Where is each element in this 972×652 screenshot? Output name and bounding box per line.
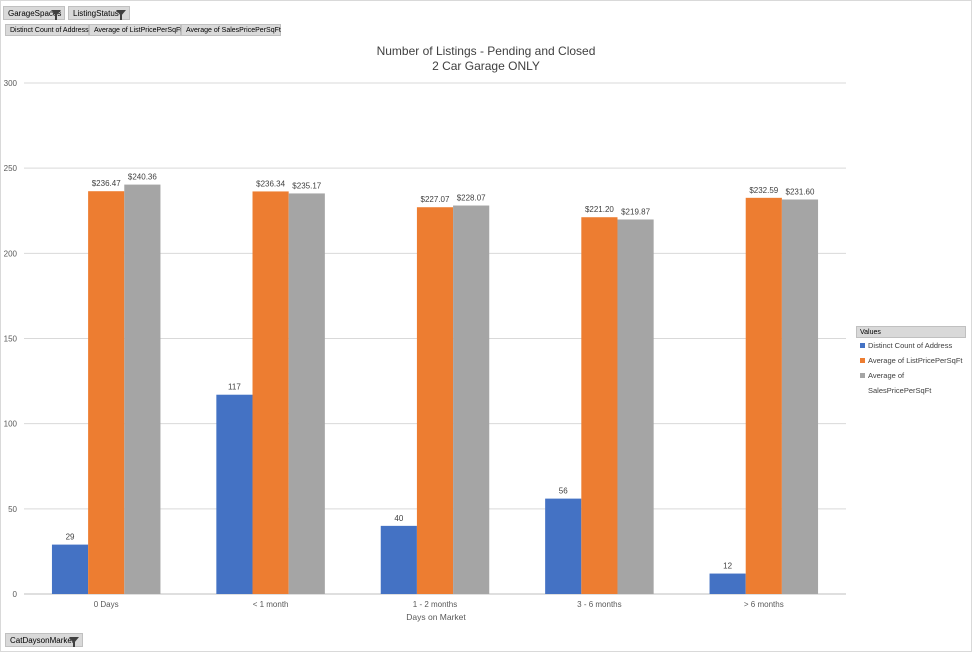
listing-status-filter-button[interactable]: ListingStatus [68, 6, 130, 20]
bar [709, 573, 746, 594]
filter-icon [116, 10, 126, 20]
filter-icon [69, 637, 79, 647]
listing-status-filter-label: ListingStatus [73, 9, 119, 18]
data-label: 40 [394, 514, 403, 523]
bar [51, 544, 89, 594]
bar [545, 498, 582, 594]
legend-swatch [860, 373, 865, 378]
bar [745, 197, 782, 594]
bar [216, 394, 253, 594]
bar [581, 217, 618, 595]
data-label: $232.59 [749, 186, 778, 195]
value-field-count-address[interactable]: Distinct Count of Address [5, 24, 89, 36]
cat-days-on-market-filter-button[interactable]: CatDaysonMarket [5, 633, 83, 647]
y-tick-label: 100 [4, 420, 18, 429]
legend-item: Distinct Count of Address [856, 338, 966, 353]
legend-swatch [860, 358, 865, 363]
value-field-label: Average of ListPricePerSqFt [94, 27, 183, 34]
legend-title: Values [856, 326, 966, 338]
x-axis-label: Days on Market [406, 612, 466, 622]
bar [416, 207, 454, 594]
x-tick-label: < 1 month [253, 600, 289, 609]
data-label: $219.87 [621, 207, 650, 216]
x-tick-label: 0 Days [94, 600, 119, 609]
legend-label: Distinct Count of Address [868, 341, 953, 350]
bar [781, 199, 819, 594]
bar [617, 219, 654, 594]
legend-swatch [860, 343, 865, 348]
chart-subtitle: 2 Car Garage ONLY [432, 59, 540, 73]
garage-spaces-filter-label: GarageSpaces [8, 9, 62, 18]
filter-icon [51, 10, 61, 20]
data-label: 29 [66, 533, 75, 542]
data-label: $227.07 [421, 195, 450, 204]
bar [380, 525, 417, 594]
data-label: 117 [228, 383, 241, 392]
x-tick-label: 3 - 6 months [577, 600, 621, 609]
legend: Values Distinct Count of Address Average … [856, 326, 966, 395]
legend-item: Average of SalesPricePerSqFt [856, 368, 966, 395]
y-tick-label: 200 [4, 249, 18, 258]
legend-label: Average of ListPricePerSqFt [868, 356, 963, 365]
data-label: $231.60 [786, 188, 815, 197]
bar [124, 184, 161, 595]
y-tick-label: 250 [4, 164, 18, 173]
cat-days-on-market-filter-label: CatDaysonMarket [10, 636, 75, 645]
data-label: $236.34 [256, 179, 285, 188]
data-label: $235.17 [292, 181, 321, 190]
y-tick-label: 300 [4, 79, 18, 88]
data-label: $221.20 [585, 205, 614, 214]
y-tick-label: 150 [4, 335, 18, 344]
data-label: 56 [559, 487, 568, 496]
y-tick-label: 0 [13, 590, 18, 599]
value-field-label: Average of SalesPricePerSqFt [186, 27, 281, 34]
data-label: $228.07 [457, 194, 486, 203]
data-label: $240.36 [128, 173, 157, 182]
x-tick-label: > 6 months [744, 600, 784, 609]
value-field-avg-sales-price[interactable]: Average of SalesPricePerSqFt [181, 24, 281, 36]
data-label: $236.47 [92, 179, 121, 188]
value-field-avg-list-price[interactable]: Average of ListPricePerSqFt [89, 24, 183, 36]
value-field-label: Distinct Count of Address [10, 27, 89, 34]
bar [453, 205, 490, 595]
legend-item: Average of ListPricePerSqFt [856, 353, 966, 368]
garage-spaces-filter-button[interactable]: GarageSpaces [3, 6, 65, 20]
chart-title: Number of Listings - Pending and Closed [377, 44, 596, 58]
bar [88, 191, 125, 594]
legend-label: Average of SalesPricePerSqFt [868, 371, 932, 395]
y-tick-label: 50 [8, 505, 17, 514]
bar [252, 191, 289, 594]
data-label: 12 [723, 562, 732, 571]
bar [288, 193, 325, 594]
x-tick-label: 1 - 2 months [413, 600, 457, 609]
